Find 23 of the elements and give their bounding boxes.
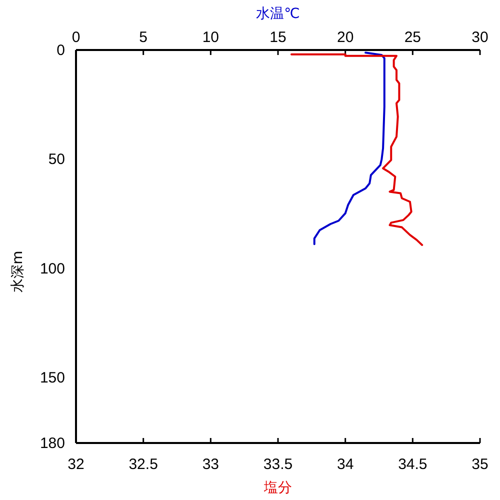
- x-tick-label: 32.5: [128, 456, 158, 473]
- x-tick-label: 32: [68, 456, 84, 473]
- y-tick-label: 150: [40, 370, 65, 386]
- y-tick-label: 0: [56, 42, 65, 59]
- y-axis-title: 水深m: [10, 250, 26, 292]
- x-tick-label: 33.5: [263, 456, 293, 473]
- x2-tick-label: 5: [139, 29, 148, 46]
- x-tick-label: 33: [202, 456, 220, 473]
- y-tick-label: 180: [40, 435, 65, 452]
- x-tick-label: 34.5: [398, 456, 428, 473]
- x2-tick-label: 20: [336, 29, 354, 46]
- x-tick-label: 35: [472, 456, 488, 473]
- x2-tick-label: 25: [404, 29, 422, 46]
- x-axis-title: 塩分: [263, 480, 292, 496]
- x-tick-label: 34: [336, 456, 354, 473]
- line-series: [290, 53, 424, 246]
- x2-axis-title: 水温℃: [256, 6, 300, 22]
- x2-tick-label: 30: [472, 29, 488, 46]
- y-tick-label: 100: [40, 260, 65, 278]
- x2-tick-label: 0: [72, 29, 80, 46]
- x2-tick-label: 10: [202, 29, 220, 46]
- x2-tick-label: 15: [270, 29, 286, 46]
- y-tick-label: 50: [48, 151, 65, 168]
